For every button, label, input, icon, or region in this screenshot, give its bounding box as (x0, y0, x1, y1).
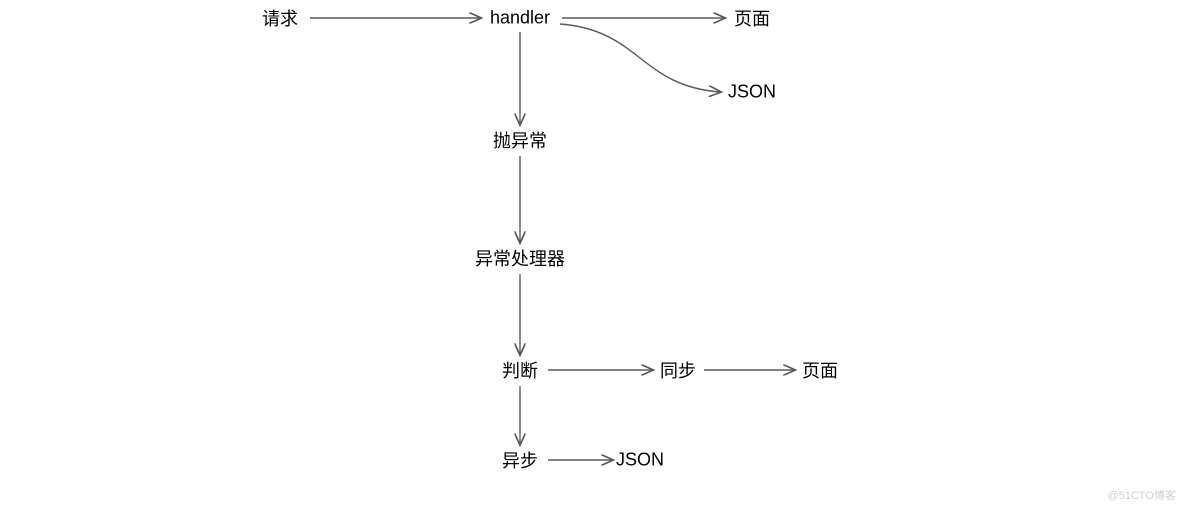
node-exhandler: 异常处理器 (475, 245, 565, 271)
node-json2: JSON (616, 450, 664, 471)
node-page1: 页面 (734, 5, 770, 31)
node-judge: 判断 (502, 357, 538, 383)
node-handler: handler (490, 8, 550, 29)
node-sync: 同步 (660, 357, 696, 383)
node-json1: JSON (728, 82, 776, 103)
watermark: @51CTO博客 (1108, 487, 1176, 503)
edge-handler-to-json1 (560, 24, 720, 92)
node-async: 异步 (502, 447, 538, 473)
node-throw: 抛异常 (493, 127, 547, 153)
edges-layer (0, 0, 1184, 507)
node-request: 请求 (262, 5, 298, 31)
node-page2: 页面 (802, 357, 838, 383)
